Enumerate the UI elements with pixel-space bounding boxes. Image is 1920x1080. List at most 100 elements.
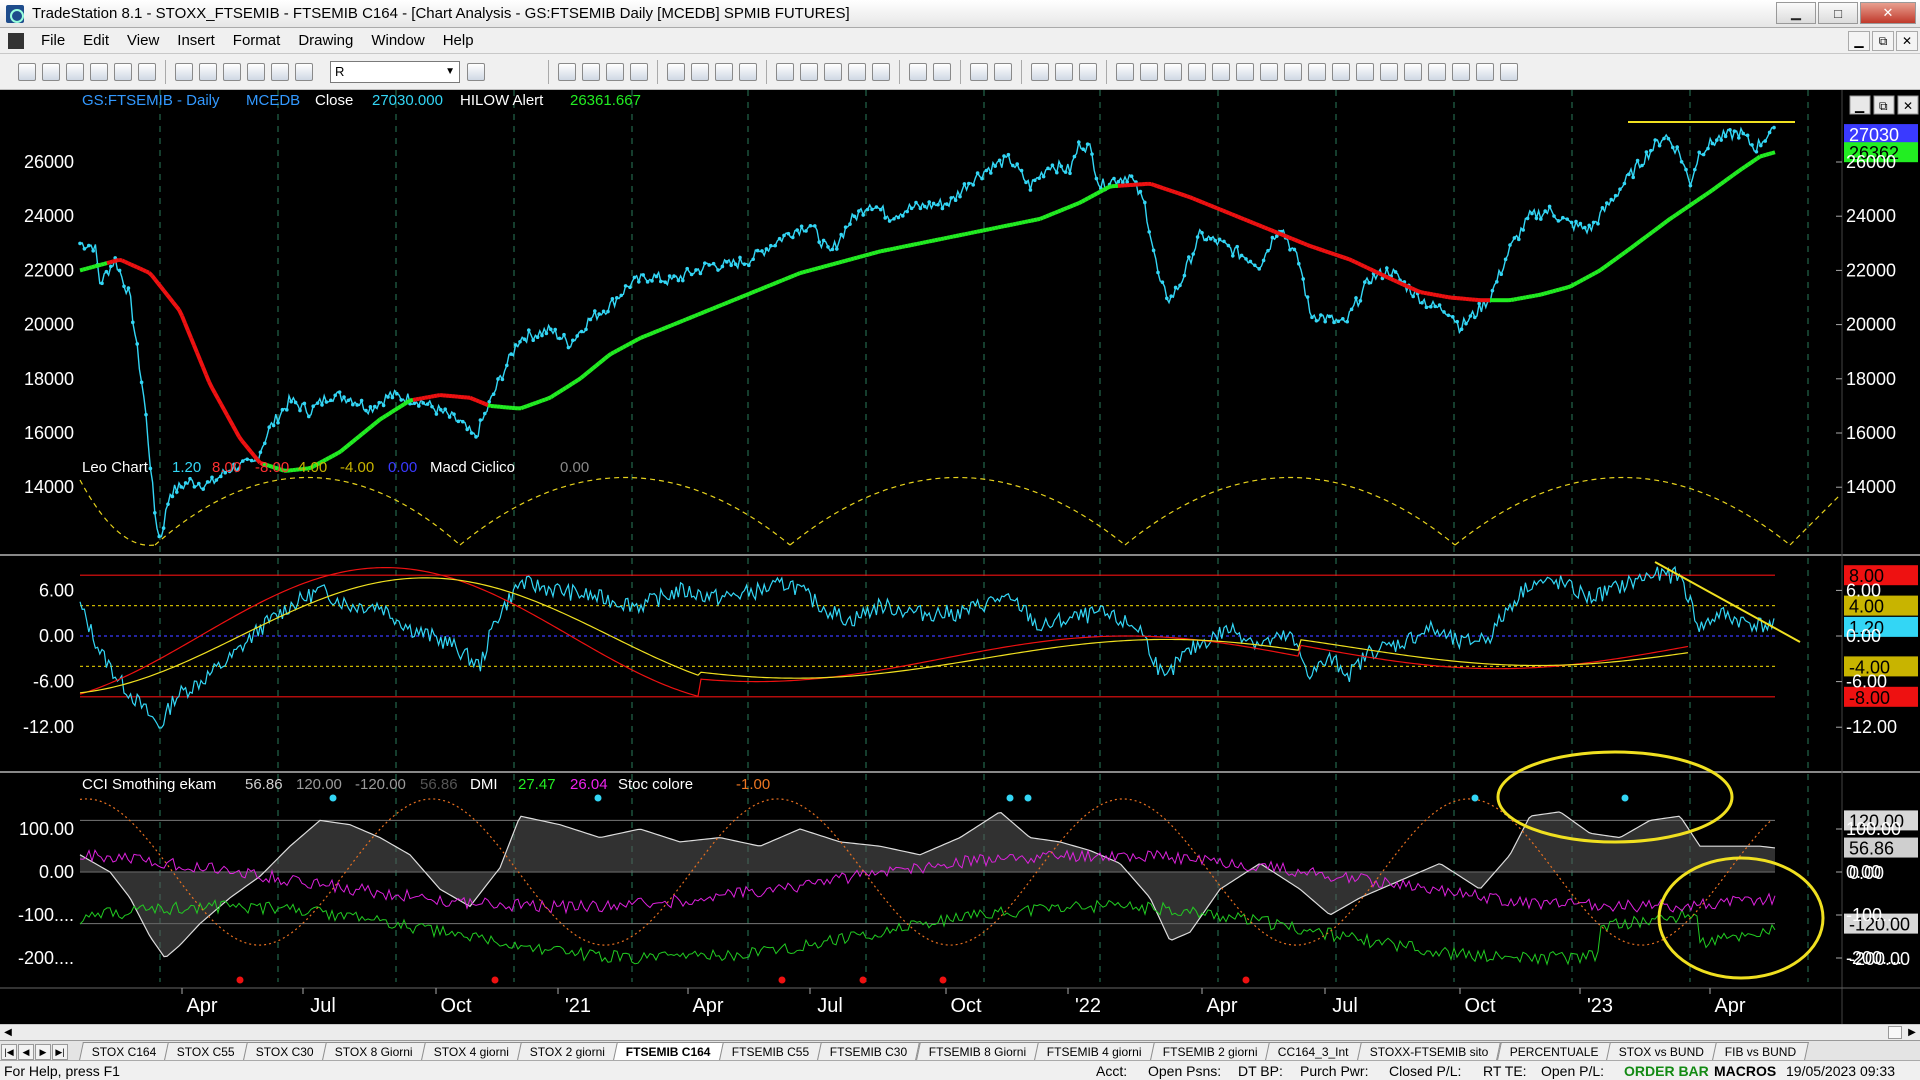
chart-window-icon[interactable] [8, 32, 24, 49]
strategy-icon[interactable] [295, 62, 313, 81]
pointer-icon[interactable] [970, 62, 988, 81]
tools-icon[interactable] [1031, 62, 1049, 81]
menu-format[interactable]: Format [232, 32, 281, 49]
mdi-restore-button[interactable]: ⧉ [1872, 31, 1894, 51]
scroll-right-arrow-icon[interactable]: ▶ [1908, 1027, 1916, 1038]
mdi-close-button[interactable]: ✕ [1896, 31, 1918, 51]
open-folder-icon[interactable] [42, 62, 60, 81]
status-order-bar[interactable]: ORDER BAR [1624, 1063, 1709, 1079]
menu-window[interactable]: Window [371, 32, 425, 49]
expand-bars-icon[interactable] [824, 62, 842, 81]
arrow-down-icon[interactable] [1404, 62, 1422, 81]
tab-ftsemib-c30[interactable]: FTSEMIB C30 [817, 1042, 921, 1060]
channel-icon[interactable] [1188, 62, 1206, 81]
arrow-horizontal-icon[interactable] [1284, 62, 1302, 81]
tab-first-icon[interactable]: |◀ [1, 1044, 17, 1060]
trendline-icon[interactable] [1116, 62, 1134, 81]
fibonacci-icon[interactable] [1140, 62, 1158, 81]
gann-fan-icon[interactable] [1260, 62, 1278, 81]
horizontal-scrollbar[interactable]: ◀ ▶ [0, 1024, 1920, 1040]
text-tool-icon[interactable] [1500, 62, 1518, 81]
menu-view[interactable]: View [127, 32, 160, 49]
link-icon[interactable] [667, 62, 685, 81]
menu-help[interactable]: Help [442, 32, 474, 49]
indicator-icon[interactable] [271, 62, 289, 81]
compress-bars-icon[interactable] [800, 62, 818, 81]
bar-chart-icon[interactable] [558, 62, 576, 81]
horizontal-line-icon[interactable] [1164, 62, 1182, 81]
refresh-icon[interactable] [630, 62, 648, 81]
tab-ftsemib-8-giorni[interactable]: FTSEMIB 8 Giorni [915, 1042, 1039, 1060]
maximize-button[interactable]: □ [1818, 2, 1858, 24]
close-button[interactable]: ✕ [1860, 2, 1916, 24]
ellipse-icon[interactable] [1452, 62, 1470, 81]
search-symbol-icon[interactable] [467, 62, 485, 81]
tab-ftsemib-4-giorni[interactable]: FTSEMIB 4 giorni [1034, 1042, 1155, 1060]
chart-icon[interactable] [114, 62, 132, 81]
price-bar-dot [637, 280, 641, 284]
cycle-lines-icon[interactable] [1356, 62, 1374, 81]
save-workspace-icon[interactable] [90, 62, 108, 81]
flag-icon[interactable] [994, 62, 1012, 81]
alert-icon[interactable] [1055, 62, 1073, 81]
menu-file[interactable]: File [41, 32, 66, 49]
parallel-lines-icon[interactable] [1308, 62, 1326, 81]
scroll-thumb[interactable] [1888, 1026, 1902, 1039]
tab-stox-vs-bund[interactable]: STOX vs BUND [1606, 1042, 1718, 1060]
tab-stox-c30[interactable]: STOX C30 [243, 1042, 328, 1060]
tab-fib-vs-bund[interactable]: FIB vs BUND [1712, 1042, 1810, 1060]
tab-cc164-3-int[interactable]: CC164_3_Int [1265, 1042, 1363, 1060]
properties-icon[interactable] [223, 62, 241, 81]
minimize-button[interactable]: ▁ [1776, 2, 1816, 24]
data-window-icon[interactable] [776, 62, 794, 81]
tab-next-icon[interactable]: ▶ [35, 1044, 51, 1060]
workspace-icon[interactable] [1079, 62, 1097, 81]
chart-canvas[interactable]: 27030263628.004.001.20-4.00-8.00120.0056… [0, 90, 1920, 1024]
tab-percentuale[interactable]: PERCENTUALE [1496, 1042, 1612, 1060]
speed-lines-icon[interactable] [1212, 62, 1230, 81]
tab-stox-2-giorni[interactable]: STOX 2 giorni [517, 1042, 619, 1060]
menu-insert[interactable]: Insert [177, 32, 215, 49]
grid-icon[interactable] [691, 62, 709, 81]
status-macros[interactable]: MACROS [1714, 1063, 1777, 1079]
tab-stox-c55[interactable]: STOX C55 [164, 1042, 249, 1060]
tab-stox-4-giorni[interactable]: STOX 4 giorni [421, 1042, 522, 1060]
zoom-out-icon[interactable] [933, 62, 951, 81]
scroll-left-icon[interactable] [848, 62, 866, 81]
ma-up-segment [649, 331, 654, 336]
andrews-pitchfork-icon[interactable] [1236, 62, 1254, 81]
scaling-icon[interactable] [739, 62, 757, 81]
tab-ftsemib-c55[interactable]: FTSEMIB C55 [719, 1042, 823, 1060]
tab-stox-8-giorni[interactable]: STOX 8 Giorni [322, 1042, 426, 1060]
tab-ftsemib-c164[interactable]: FTSEMIB C164 [613, 1042, 724, 1060]
arrow-up-icon[interactable] [1428, 62, 1446, 81]
format-icon[interactable] [247, 62, 265, 81]
arc-icon[interactable] [1332, 62, 1350, 81]
zoom-in-icon[interactable] [909, 62, 927, 81]
candle-chart-icon[interactable] [582, 62, 600, 81]
print-icon[interactable] [175, 62, 193, 81]
menu-drawing[interactable]: Drawing [298, 32, 354, 49]
ma-up-segment [922, 240, 927, 245]
new-file-icon[interactable] [18, 62, 36, 81]
rectangle-icon[interactable] [1476, 62, 1494, 81]
chart-analysis-window[interactable]: 27030 26362 8.00 4.00 1.20 -4.00 -8.00 120.00 56… [0, 90, 1920, 1024]
scroll-right-icon[interactable] [872, 62, 890, 81]
retracement-icon[interactable] [1380, 62, 1398, 81]
tab-stox-c164[interactable]: STOX C164 [79, 1042, 170, 1060]
tab-ftsemib-2-giorni[interactable]: FTSEMIB 2 giorni [1149, 1042, 1271, 1060]
symbol-combo[interactable]: R ▼ [330, 60, 460, 83]
tab-last-icon[interactable]: ▶| [52, 1044, 68, 1060]
tab-prev-icon[interactable]: ◀ [18, 1044, 34, 1060]
quote-icon[interactable] [138, 62, 156, 81]
interval-icon[interactable] [715, 62, 733, 81]
tab-stoxx-ftsemib-sito[interactable]: STOXX-FTSEMIB sito [1357, 1042, 1502, 1060]
line-chart-icon[interactable] [606, 62, 624, 81]
scroll-left-arrow-icon[interactable]: ◀ [4, 1027, 12, 1038]
mdi-minimize-button[interactable]: ▁ [1848, 31, 1870, 51]
save-icon[interactable] [66, 62, 84, 81]
price-bar-dot [848, 222, 852, 226]
menu-edit[interactable]: Edit [83, 32, 110, 49]
ma-up-segment [664, 324, 669, 330]
print-preview-icon[interactable] [199, 62, 217, 81]
